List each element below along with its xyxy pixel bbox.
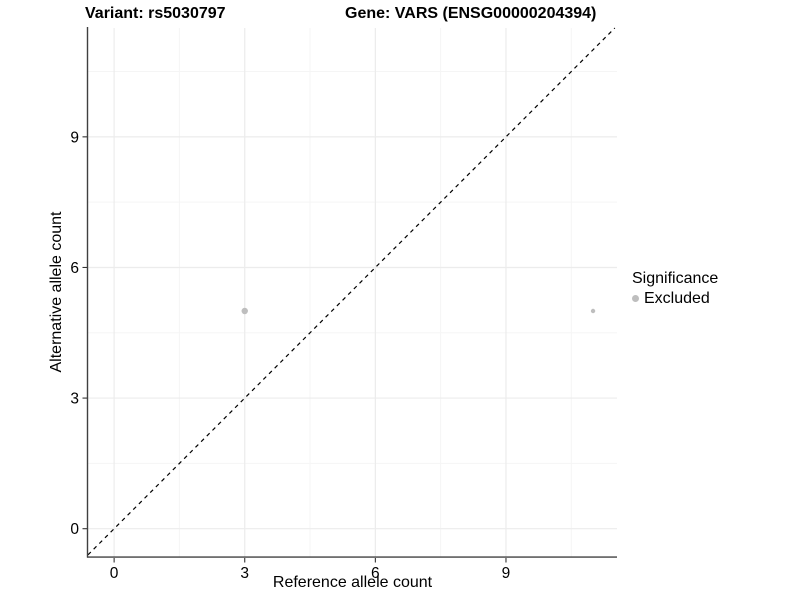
y-axis-title: Alternative allele count — [48, 211, 65, 373]
data-point — [241, 307, 248, 315]
legend-entry-excluded: Excluded — [632, 289, 718, 308]
legend-entry-label: Excluded — [644, 290, 710, 307]
legend: Significance Excluded — [632, 269, 718, 308]
x-tick-label: 3 — [240, 565, 249, 582]
x-tick-label: 6 — [371, 565, 380, 582]
data-point — [590, 308, 596, 314]
y-tick-label: 0 — [70, 521, 79, 538]
y-tick-label: 9 — [70, 129, 79, 146]
y-tick-label: 3 — [70, 391, 79, 408]
y-tick-label: 6 — [70, 260, 79, 277]
legend-point-icon — [632, 295, 639, 302]
identity-reference-line — [87, 27, 616, 556]
plot-title-variant: Variant: rs5030797 — [85, 5, 226, 22]
legend-title: Significance — [632, 270, 719, 287]
x-tick-label: 0 — [110, 565, 119, 582]
x-tick-label: 9 — [502, 565, 511, 582]
plot-title-gene: Gene: VARS (ENSG00000204394) — [345, 5, 597, 22]
x-axis-title: Reference allele count — [272, 574, 433, 591]
